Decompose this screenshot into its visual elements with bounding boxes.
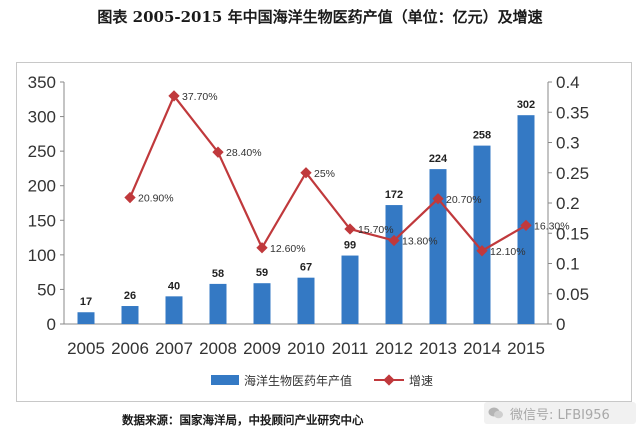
legend-swatch-bars	[211, 375, 239, 385]
growth-point	[344, 223, 356, 235]
right-tick-label: 0	[556, 315, 565, 334]
bar-value-label: 58	[212, 268, 224, 280]
left-tick-label: 300	[28, 108, 56, 127]
bar	[385, 205, 403, 324]
bar-value-label: 40	[168, 280, 180, 292]
x-tick-label: 2011	[332, 339, 369, 358]
bar	[517, 115, 535, 324]
x-tick-label: 2006	[111, 339, 149, 358]
bar-value-label: 59	[256, 267, 268, 279]
bar-value-label: 258	[473, 130, 491, 142]
growth-value-label: 20.70%	[446, 194, 482, 206]
x-tick-label: 2005	[67, 339, 105, 358]
x-tick-label: 2012	[375, 339, 413, 358]
bar	[209, 283, 227, 324]
growth-point	[212, 146, 224, 158]
right-tick-label: 0.3	[556, 134, 580, 153]
growth-point	[300, 167, 312, 179]
legend-marker-line	[383, 374, 395, 386]
growth-point	[476, 245, 488, 257]
right-tick-label: 0.1	[556, 255, 580, 274]
left-tick-label: 150	[28, 211, 56, 230]
growth-value-label: 37.70%	[182, 91, 218, 103]
growth-point	[256, 242, 268, 254]
bar-value-label: 17	[80, 296, 92, 308]
x-tick-label: 2009	[243, 339, 281, 358]
bar	[297, 277, 315, 324]
left-tick-label: 50	[37, 280, 56, 299]
x-tick-label: 2014	[463, 339, 501, 358]
right-tick-label: 0.2	[556, 194, 580, 213]
bar-value-label: 224	[429, 153, 448, 165]
growth-value-label: 25%	[314, 168, 335, 180]
left-tick-label: 250	[28, 142, 56, 161]
growth-value-label: 15.70%	[358, 224, 394, 236]
left-tick-label: 0	[47, 315, 56, 334]
growth-point	[124, 191, 136, 204]
bar	[429, 169, 447, 324]
right-tick-label: 0.35	[556, 103, 589, 122]
bar	[473, 145, 491, 324]
growth-value-label: 28.40%	[226, 147, 262, 159]
right-tick-label: 0.15	[556, 224, 589, 243]
right-tick-label: 0.05	[556, 285, 589, 304]
left-tick-label: 100	[28, 246, 56, 265]
legend-label-bars: 海洋生物医药年产值	[244, 373, 352, 388]
chart-title: 图表 2005-2015 年中国海洋生物医药产值（单位：亿元）及增速	[97, 8, 543, 26]
growth-point	[432, 193, 444, 205]
right-tick-label: 0.4	[556, 73, 580, 92]
growth-value-label: 16.30%	[534, 220, 570, 232]
left-tick-label: 200	[28, 177, 56, 196]
bar	[77, 312, 95, 324]
legend-label-line: 增速	[409, 374, 433, 388]
bar-value-label: 302	[517, 99, 535, 111]
bar	[165, 296, 183, 324]
bar-value-label: 67	[300, 262, 312, 274]
growth-value-label: 20.90%	[138, 193, 174, 205]
bar	[341, 255, 359, 324]
bar	[253, 283, 271, 324]
bar-value-label: 26	[124, 290, 136, 302]
x-tick-label: 2013	[419, 339, 457, 358]
growth-point	[388, 234, 400, 247]
bar-value-label: 172	[385, 189, 403, 201]
growth-value-label: 12.10%	[490, 246, 526, 258]
source-note: 数据来源：国家海洋局，中投顾问产业研究中心	[122, 413, 364, 427]
right-tick-label: 0.25	[556, 164, 589, 183]
growth-value-label: 12.60%	[270, 243, 306, 255]
watermark-text: 微信号: LFBI956	[510, 407, 610, 423]
x-tick-label: 2008	[199, 339, 237, 358]
x-tick-label: 2010	[287, 339, 325, 358]
bar-value-label: 99	[344, 240, 356, 252]
x-tick-label: 2015	[507, 339, 545, 358]
x-tick-label: 2007	[155, 339, 193, 358]
growth-line	[128, 93, 527, 253]
growth-point	[520, 219, 532, 232]
watermark-badge: 微信号: LFBI956	[484, 402, 636, 424]
wechat-icon	[488, 407, 503, 419]
growth-value-label: 13.80%	[402, 236, 438, 248]
left-tick-label: 350	[28, 73, 56, 92]
bar	[121, 306, 139, 324]
